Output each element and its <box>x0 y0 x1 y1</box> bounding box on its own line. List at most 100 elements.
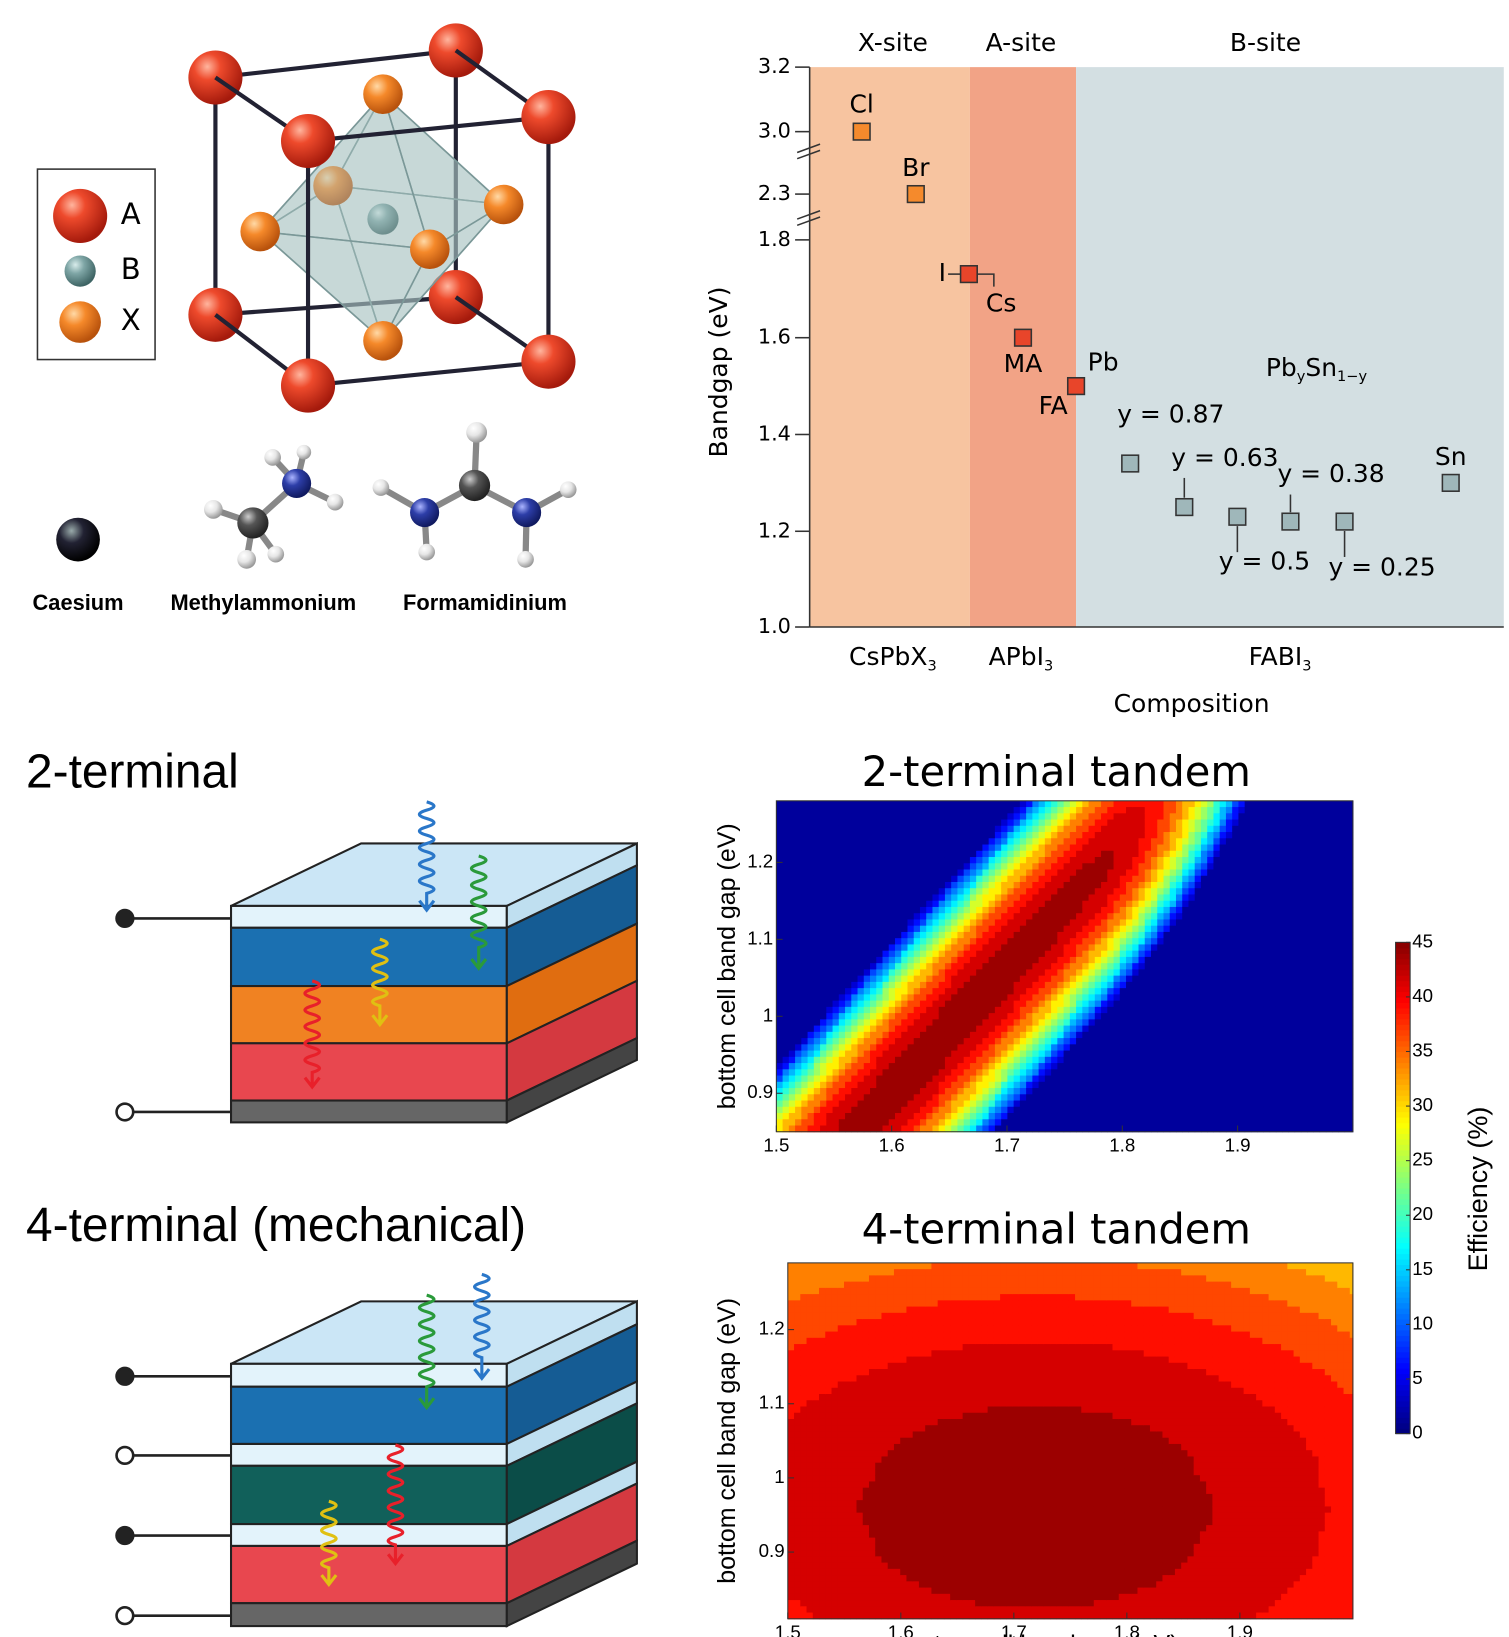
contour-cell <box>851 894 858 901</box>
contour-cell <box>1014 1063 1021 1070</box>
contour-cell <box>1245 1088 1252 1095</box>
contour-cell <box>1126 894 1133 901</box>
contour-cell <box>789 1026 796 1033</box>
contour-cell <box>795 826 802 833</box>
contour-cell <box>1089 1019 1096 1026</box>
contour-cell <box>1182 976 1189 983</box>
contour-cell <box>1326 845 1333 852</box>
contour-cell <box>1026 1026 1033 1033</box>
contour-cell <box>1114 1001 1121 1008</box>
contour-cell <box>839 888 846 895</box>
contour-cell <box>1001 1001 1008 1008</box>
contour-cell <box>1226 1038 1233 1045</box>
contour-cell <box>989 845 996 852</box>
contour-cell <box>1076 951 1083 958</box>
contour-cell <box>1163 919 1170 926</box>
contour-cell <box>1007 888 1014 895</box>
contour-cell <box>1163 994 1170 1001</box>
contour-cell <box>1095 851 1102 858</box>
contour-cell <box>914 1051 921 1058</box>
contour-cell <box>1276 1057 1283 1064</box>
contour-cell <box>1051 1001 1058 1008</box>
contour-cell <box>1220 963 1227 970</box>
contour-cell <box>858 957 865 964</box>
contour-cell <box>1051 988 1058 995</box>
contour-cell <box>1188 1032 1195 1039</box>
contour-cell <box>1226 1113 1233 1120</box>
contour-cell <box>1301 1057 1308 1064</box>
contour-cell <box>1032 1044 1039 1051</box>
contour-cell <box>808 801 815 808</box>
contour-cell <box>907 838 914 845</box>
contour-cell <box>1020 876 1027 883</box>
contour-cell <box>1070 1019 1077 1026</box>
contour-cell <box>1114 963 1121 970</box>
contour-cell <box>1132 1119 1139 1126</box>
contour-cell <box>1001 1082 1008 1089</box>
contour-cell <box>789 907 796 914</box>
contour-cell <box>808 1088 815 1095</box>
contour-cell <box>932 882 939 889</box>
contour-cell <box>808 901 815 908</box>
contour-cell <box>1320 838 1327 845</box>
contour-cell <box>1270 1007 1277 1014</box>
contour-cell <box>820 882 827 889</box>
contour-cell <box>1213 1069 1220 1076</box>
contour-cell <box>851 1107 858 1114</box>
atom <box>59 301 101 343</box>
contour-cell <box>939 801 946 808</box>
contour-cell <box>1107 1076 1114 1083</box>
contour-cell <box>1132 813 1139 820</box>
contour-cell <box>1307 969 1314 976</box>
contour-cell <box>914 1063 921 1070</box>
contour-cell <box>1182 957 1189 964</box>
contour-cell <box>1188 851 1195 858</box>
contour-cell <box>1257 1032 1264 1039</box>
contour-cell <box>808 1026 815 1033</box>
contour-cell <box>1195 1094 1202 1101</box>
contour-cell <box>1026 888 1033 895</box>
contour-cell <box>808 888 815 895</box>
contour-cell <box>1295 1119 1302 1126</box>
contour-cell <box>976 938 983 945</box>
contour-cell <box>1270 807 1277 814</box>
contour-cell <box>907 982 914 989</box>
contour-cell <box>901 863 908 870</box>
contour-cell <box>1045 1119 1052 1126</box>
contour-cell <box>883 801 890 808</box>
contour-cell <box>1051 1051 1058 1058</box>
point-label: y = 0.5 <box>1219 547 1310 576</box>
contour-cell <box>1039 1001 1046 1008</box>
contour-cell <box>1245 857 1252 864</box>
contour-cell <box>1039 1057 1046 1064</box>
contour-cell <box>1307 894 1314 901</box>
contour-cell <box>858 813 865 820</box>
contour-cell <box>995 963 1002 970</box>
contour-cell <box>889 1119 896 1126</box>
contour-cell <box>1064 1032 1071 1039</box>
contour-cell <box>1001 857 1008 864</box>
contour-cell <box>814 1101 821 1108</box>
contour-cell <box>1176 807 1183 814</box>
contour-cell <box>1307 938 1314 945</box>
contour-cell <box>1163 882 1170 889</box>
contour-cell <box>1320 1069 1327 1076</box>
contour-cell <box>920 851 927 858</box>
contour-cell <box>1064 876 1071 883</box>
contour-cell <box>1226 838 1233 845</box>
contour-cell <box>1301 1069 1308 1076</box>
contour-cell <box>901 1082 908 1089</box>
contour-cell <box>1313 1032 1320 1039</box>
contour-cell <box>939 863 946 870</box>
contour-cell <box>1288 901 1295 908</box>
contour-cell <box>1101 876 1108 883</box>
contour-cell <box>870 851 877 858</box>
contour-cell <box>995 1019 1002 1026</box>
group-label-part: APbI <box>989 642 1044 671</box>
contour-cell <box>976 820 983 827</box>
contour-cell <box>820 820 827 827</box>
contour-cell <box>1276 857 1283 864</box>
contour-cell <box>1051 820 1058 827</box>
contour-cell <box>1045 1094 1052 1101</box>
contour-cell <box>1313 1001 1320 1008</box>
